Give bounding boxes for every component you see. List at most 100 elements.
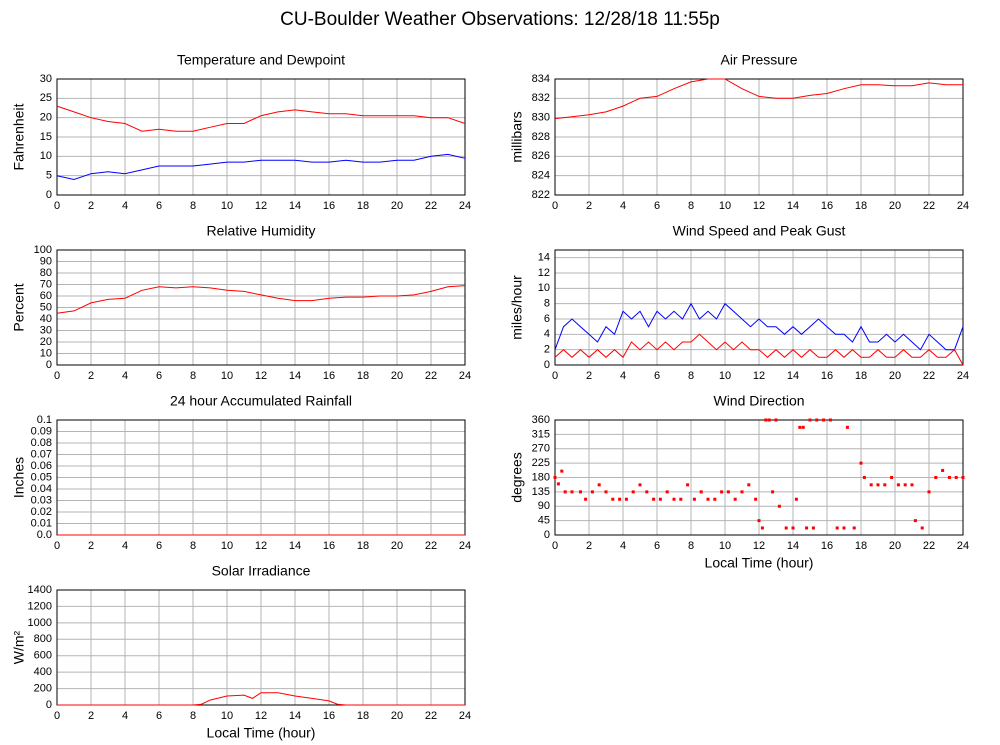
data-point — [686, 483, 690, 487]
x-tick-label: 2 — [88, 200, 94, 212]
x-tick-label: 8 — [190, 370, 196, 382]
data-point — [611, 497, 615, 501]
x-tick-label: 2 — [88, 710, 94, 722]
x-tick-label: 16 — [821, 370, 833, 382]
y-tick-label: 12 — [538, 267, 550, 279]
data-point — [934, 476, 938, 479]
x-tick-label: 14 — [289, 710, 301, 722]
x-tick-label: 20 — [889, 370, 901, 382]
x-tick-label: 24 — [957, 370, 969, 382]
data-point — [876, 483, 880, 487]
x-tick-label: 18 — [855, 200, 867, 212]
x-tick-label: 24 — [957, 540, 969, 552]
data-point — [890, 476, 894, 479]
y-axis-label: Percent — [11, 283, 27, 331]
data-point — [754, 497, 758, 501]
data-line — [56, 153, 466, 181]
x-tick-label: 10 — [221, 370, 233, 382]
y-tick-label: 10 — [538, 282, 550, 294]
y-tick-label: 0 — [46, 189, 52, 201]
x-tick-label: 16 — [323, 200, 335, 212]
data-point — [794, 497, 798, 501]
chart-title: 24 hour Accumulated Rainfall — [170, 393, 352, 409]
x-tick-label: 10 — [221, 200, 233, 212]
x-tick-label: 0 — [54, 200, 60, 212]
data-point — [658, 497, 662, 501]
x-tick-label: 18 — [357, 370, 369, 382]
data-point — [645, 490, 649, 494]
x-tick-label: 16 — [323, 370, 335, 382]
data-point — [845, 425, 849, 429]
data-line — [554, 333, 964, 366]
data-line — [554, 78, 963, 120]
x-tick-label: 4 — [122, 710, 128, 722]
data-point — [954, 476, 958, 479]
y-tick-label: 826 — [532, 150, 550, 162]
y-tick-label: 360 — [532, 414, 550, 426]
data-line — [554, 302, 964, 351]
plot-border — [554, 249, 964, 366]
y-tick-label: 270 — [532, 443, 550, 455]
x-tick-label: 14 — [289, 200, 301, 212]
data-point — [805, 526, 809, 530]
x-tick-label: 12 — [255, 540, 267, 552]
data-point — [740, 490, 744, 494]
data-point — [618, 497, 622, 501]
x-tick-label: 22 — [923, 540, 935, 552]
y-tick-label: 1400 — [28, 584, 52, 596]
y-tick-label: 800 — [34, 633, 52, 645]
x-tick-label: 12 — [255, 370, 267, 382]
y-tick-label: 80 — [40, 267, 52, 279]
y-tick-label: 1000 — [28, 617, 52, 629]
y-tick-label: 4 — [544, 328, 550, 340]
data-point — [579, 490, 582, 494]
chart-title: Wind Direction — [713, 393, 804, 409]
x-tick-label: 16 — [821, 200, 833, 212]
x-tick-label: 4 — [620, 370, 626, 382]
data-point — [590, 490, 594, 494]
x-tick-label: 20 — [889, 200, 901, 212]
data-point — [903, 483, 907, 487]
y-tick-label: 0.04 — [31, 483, 52, 495]
chart-title: Wind Speed and Peak Gust — [673, 223, 846, 239]
x-tick-label: 24 — [459, 200, 471, 212]
x-tick-label: 2 — [88, 370, 94, 382]
y-tick-label: 50 — [40, 301, 52, 313]
data-point — [791, 526, 795, 530]
x-tick-label: 8 — [688, 540, 694, 552]
y-tick-label: 830 — [532, 112, 550, 124]
y-tick-label: 0 — [544, 359, 550, 371]
x-tick-label: 0 — [54, 710, 60, 722]
data-point — [941, 468, 945, 472]
y-tick-label: 0.03 — [31, 494, 52, 506]
y-tick-label: 10 — [40, 150, 52, 162]
data-point — [771, 490, 775, 494]
data-point — [624, 497, 628, 501]
x-tick-label: 2 — [586, 540, 592, 552]
x-tick-label: 14 — [787, 370, 799, 382]
y-tick-label: 600 — [34, 650, 52, 662]
data-point — [798, 425, 802, 429]
x-tick-label: 0 — [54, 540, 60, 552]
y-tick-label: 20 — [40, 336, 52, 348]
data-point — [692, 497, 696, 501]
data-point — [604, 490, 608, 494]
data-point — [699, 490, 703, 494]
y-tick-label: 60 — [40, 290, 52, 302]
data-point — [828, 418, 832, 422]
y-tick-label: 90 — [40, 255, 52, 267]
y-tick-label: 8 — [544, 298, 550, 310]
x-tick-label: 2 — [88, 540, 94, 552]
y-tick-label: 180 — [532, 471, 550, 483]
data-point — [570, 490, 574, 494]
x-tick-label: 20 — [889, 540, 901, 552]
data-point — [747, 483, 751, 487]
x-tick-label: 4 — [620, 200, 626, 212]
data-point — [883, 483, 887, 487]
y-tick-label: 822 — [532, 189, 550, 201]
y-tick-label: 90 — [538, 500, 550, 512]
x-tick-label: 22 — [425, 370, 437, 382]
x-tick-label: 18 — [357, 200, 369, 212]
y-axis-label: W/m² — [11, 630, 27, 664]
